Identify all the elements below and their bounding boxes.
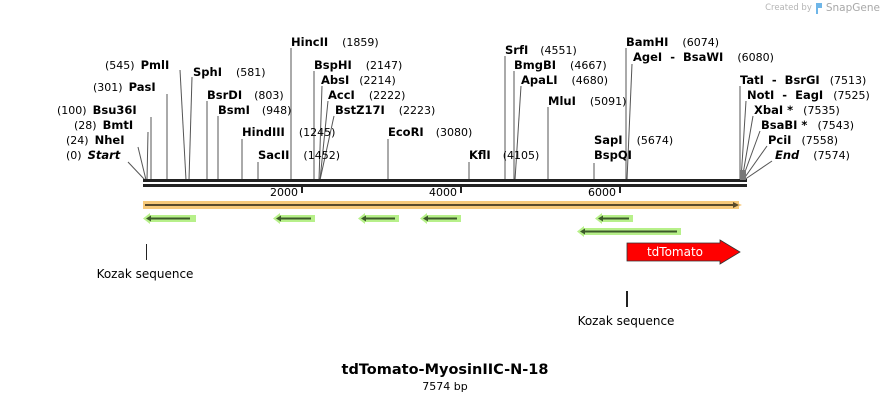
site-agei-bsawi[interactable]: AgeI - BsaWI (6080) [633,50,774,64]
site-bsmi[interactable]: BsmI (948) [218,103,291,117]
site-ecori[interactable]: EcoRI (3080) [388,125,472,139]
site-bsphi[interactable]: BspHI (2147) [314,58,402,72]
site-hincii[interactable]: HincII (1859) [291,35,379,49]
feature-kozak-1[interactable]: Kozak sequence [97,244,194,281]
site-hindiii[interactable]: HindIII (1245) [242,125,335,139]
plasmid-name: tdTomato-MyosinIIC-N-18 [341,362,549,378]
tick-2000: 2000 [270,186,298,199]
axis-ticks: 2000 4000 6000 [270,186,621,199]
site-bmgbi[interactable]: BmgBI (4667) [514,58,607,72]
site-bamhi[interactable]: BamHI (6074) [626,35,719,49]
site-xbai[interactable]: XbaI * (7535) [754,103,840,117]
site-sphi[interactable]: SphI (581) [193,65,266,79]
credit-brand: SnapGene [825,2,880,14]
orf-forward[interactable] [143,201,742,209]
feature-tdtomato[interactable]: tdTomato [626,239,741,265]
site-tati-bsrgi[interactable]: TatI - BsrGI (7513) [740,73,866,87]
site-start[interactable]: (0) Start [66,148,121,162]
site-bsu36i[interactable]: (100) Bsu36I [57,103,137,117]
primer-5 [595,213,633,224]
credit-text: Created by [765,3,812,13]
snapgene-logo-icon [815,2,822,14]
kozak-2-label: Kozak sequence [578,314,675,328]
tick-4000: 4000 [429,186,457,199]
site-bmti[interactable]: (28) BmtI [74,118,133,132]
site-srfi[interactable]: SrfI (4551) [505,43,577,57]
site-absi[interactable]: AbsI (2214) [321,73,396,87]
site-bspqi[interactable]: BspQI [594,148,632,162]
tick-6000: 6000 [588,186,616,199]
kozak-1-label: Kozak sequence [97,267,194,281]
clustered-site-marker [740,170,746,180]
site-pcii[interactable]: PciI (7558) [768,133,838,147]
backbone-top-strand [143,179,747,182]
site-sacii[interactable]: SacII (1452) [258,148,340,162]
primer-6 [577,226,681,237]
site-bstz17i[interactable]: BstZ17I (2223) [335,103,435,117]
tdtomato-label: tdTomato [647,245,703,259]
site-pmli[interactable]: (545) PmlI [105,58,169,72]
primer-3 [358,213,399,224]
site-pasi[interactable]: (301) PasI [93,80,156,94]
feature-kozak-2[interactable]: Kozak sequence [578,291,675,328]
site-kfli[interactable]: KflI (4105) [469,148,539,162]
plasmid-length: 7574 bp [422,380,468,393]
site-mlui[interactable]: MluI (5091) [548,94,626,108]
site-apali[interactable]: ApaLI (4680) [521,73,608,87]
site-noti-eagi[interactable]: NotI - EagI (7525) [747,88,870,102]
backbone-bottom-strand [143,184,747,187]
site-sapi[interactable]: SapI (5674) [594,133,673,147]
restriction-site-labels: (0) Start (24) NheI (28) BmtI (100) Bsu36I (… [57,35,870,162]
primer-4 [420,213,461,224]
site-nhei[interactable]: (24) NheI [66,133,124,147]
site-bsrdi[interactable]: BsrDI (803) [207,88,284,102]
site-connector-lines [127,48,773,181]
snapgene-credit: Created by SnapGene [765,2,880,14]
site-end[interactable]: End (7574) [775,148,850,162]
primer-2 [273,213,315,224]
primer-1 [143,213,196,224]
site-acci[interactable]: AccI (2222) [328,88,405,102]
reverse-primers[interactable] [143,213,681,237]
site-bsabi[interactable]: BsaBI * (7543) [761,118,854,132]
